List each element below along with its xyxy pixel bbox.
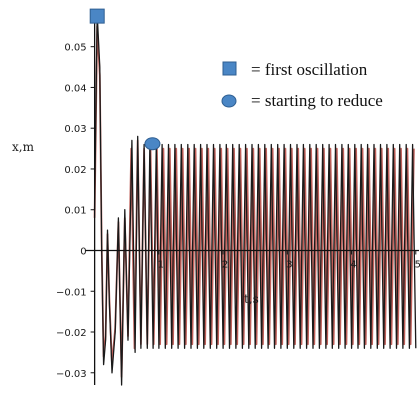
y-tick-label: −0.01 <box>56 287 87 298</box>
y-tick-label: 0.03 <box>64 124 86 135</box>
y-tick-label: 0.02 <box>64 165 86 176</box>
x-tick-label: 3 <box>286 259 292 270</box>
x-tick-label: 1 <box>158 259 164 270</box>
markers-layer <box>89 8 161 151</box>
series-layer <box>93 13 417 386</box>
y-tick-label: −0.03 <box>56 369 87 380</box>
y-axis-label: x,m <box>12 140 35 154</box>
y-tick-label: 0 <box>80 246 86 257</box>
y-tick-label: 0.05 <box>64 43 86 54</box>
x-tick-label: 5 <box>415 259 420 270</box>
y-tick-label: 0.01 <box>64 206 86 217</box>
legend-entry-starting-to-reduce: = starting to reduce <box>251 91 383 110</box>
legend: = first oscillation = starting to reduce <box>221 60 383 110</box>
x-tick-label: 4 <box>350 259 356 270</box>
first-oscillation-marker <box>89 8 105 24</box>
axes-layer <box>85 10 419 385</box>
legend-square-marker <box>222 61 237 76</box>
legend-circle-marker <box>221 94 237 108</box>
y-tick-label: 0.04 <box>64 83 86 94</box>
ticks-layer: 0.05 0.04 0.03 0.02 0.01 0 −0.01 −0.02 −0.03 1 2 3 4… <box>56 43 420 380</box>
legend-entry-first-oscillation: = first oscillation <box>251 60 368 79</box>
starting-to-reduce-marker <box>144 137 161 151</box>
series-line-0 <box>93 13 417 386</box>
y-tick-label: −0.02 <box>56 328 87 339</box>
x-axis-label: t,s <box>244 292 259 306</box>
x-tick-label: 2 <box>222 259 228 270</box>
